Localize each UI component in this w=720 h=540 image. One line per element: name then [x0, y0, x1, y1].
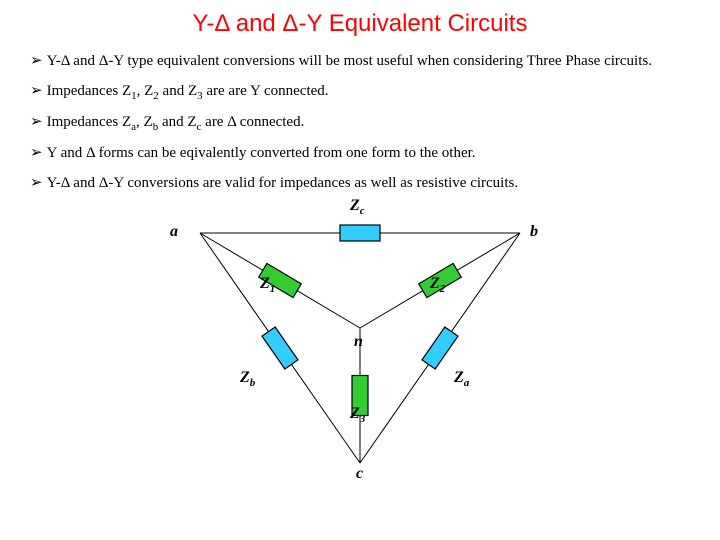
bullet-3-mid2: and Z — [158, 114, 196, 130]
bullet-arrow-icon: ➢ — [30, 145, 43, 161]
bullet-4: ➢Y and Δ forms can be eqivalently conver… — [30, 144, 690, 164]
label-b: b — [530, 223, 538, 241]
bullet-arrow-icon: ➢ — [30, 53, 43, 69]
bullet-2: ➢Impedances Z1, Z2 and Z3 are are Y conn… — [30, 82, 690, 103]
bullet-3-mid1: , Z — [136, 114, 153, 130]
bullet-arrow-icon: ➢ — [30, 83, 43, 99]
label-za-sub: a — [464, 377, 470, 389]
label-z3: Z3 — [350, 405, 365, 425]
bullet-5: ➢Y-Δ and Δ-Y conversions are valid for i… — [30, 174, 690, 194]
label-z1-sub: 1 — [270, 283, 276, 295]
bullet-5-text: Y-Δ and Δ-Y conversions are valid for im… — [47, 175, 519, 191]
page-title: Y-Δ and Δ-Y Equivalent Circuits — [30, 10, 690, 38]
label-zc: Zc — [350, 197, 365, 217]
label-za: Za — [454, 369, 469, 389]
label-n: n — [354, 333, 363, 351]
label-z2: Z2 — [430, 275, 445, 295]
label-z2-base: Z — [430, 275, 440, 292]
bullet-arrow-icon: ➢ — [30, 114, 43, 130]
bullet-1-text: Y-Δ and Δ-Y type equivalent conversions … — [47, 53, 652, 69]
bullet-2-pre: Impedances Z — [47, 83, 132, 99]
bullet-3: ➢Impedances Za, Zb and Zc are Δ connecte… — [30, 113, 690, 134]
label-z1-base: Z — [260, 275, 270, 292]
bullet-4-text: Y and Δ forms can be eqivalently convert… — [47, 145, 476, 161]
bullet-1: ➢Y-Δ and Δ-Y type equivalent conversions… — [30, 52, 690, 72]
label-zc-sub: c — [360, 205, 365, 217]
label-z1: Z1 — [260, 275, 275, 295]
bullet-arrow-icon: ➢ — [30, 175, 43, 191]
label-z2-sub: 2 — [440, 283, 446, 295]
label-a: a — [170, 223, 178, 241]
label-z3-sub: 3 — [360, 413, 366, 425]
label-za-base: Z — [454, 369, 464, 386]
bullet-2-end: are are Y connected. — [203, 83, 329, 99]
label-zb: Zb — [240, 369, 255, 389]
label-c: c — [356, 465, 363, 483]
bullet-3-pre: Impedances Z — [47, 114, 132, 130]
circuit-diagram: Zc a b Z1 Z2 n Zb Za Z3 c — [150, 203, 570, 483]
bullet-2-mid1: , Z — [137, 83, 154, 99]
bullet-2-mid2: and Z — [159, 83, 197, 99]
bullet-3-end: are Δ connected. — [201, 114, 304, 130]
label-zc-base: Z — [350, 197, 360, 214]
label-zb-sub: b — [250, 377, 256, 389]
label-zb-base: Z — [240, 369, 250, 386]
label-z3-base: Z — [350, 405, 360, 422]
